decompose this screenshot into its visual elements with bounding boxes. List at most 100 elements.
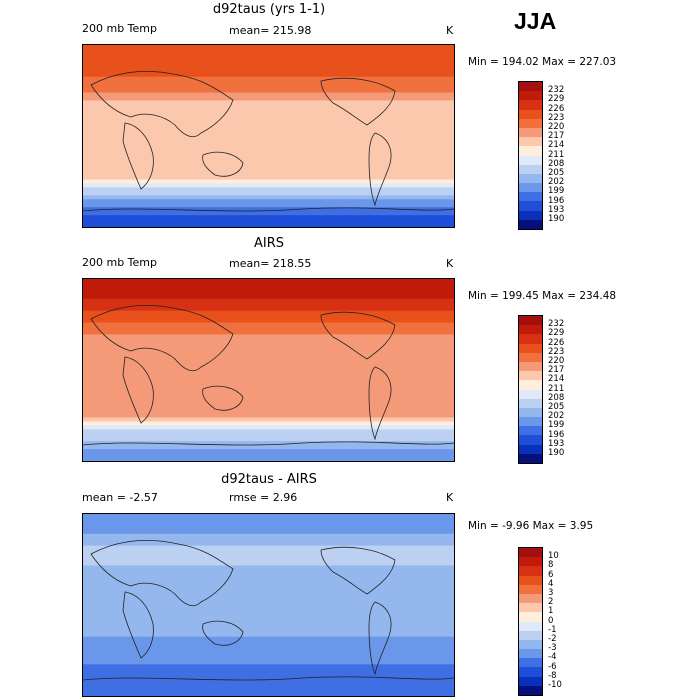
coastline-outline	[122, 591, 154, 659]
coastline-outline	[83, 441, 454, 446]
colorbar-swatch	[519, 316, 542, 326]
colorbar-swatch	[519, 352, 542, 362]
coastline-outline	[90, 70, 234, 138]
contour-band	[83, 322, 454, 328]
contour-band	[83, 155, 454, 161]
contour-band	[83, 282, 454, 288]
contour-band	[83, 330, 454, 335]
contour-band	[83, 457, 454, 461]
colorbar-tick-label: 214	[548, 374, 565, 385]
panel-1-center-label: mean= 215.98	[229, 24, 312, 37]
contour-band	[83, 577, 454, 582]
colorbar-swatch	[519, 593, 542, 604]
contour-band	[83, 525, 454, 531]
contour-band	[83, 338, 454, 343]
colorbar-tick-label: -6	[548, 661, 557, 672]
contour-band	[83, 413, 454, 419]
contour-band	[83, 60, 454, 66]
coastline-outline	[83, 207, 454, 212]
coastline-outline	[122, 122, 154, 190]
contour-band	[83, 616, 454, 622]
colorbar-swatch	[519, 557, 542, 567]
panel-1-minmax: Min = 194.02 Max = 227.03	[468, 56, 617, 68]
contour-band	[83, 672, 454, 677]
contour-band	[83, 680, 454, 685]
panel-2-colorbar	[518, 315, 543, 465]
coastline-outline	[320, 311, 396, 360]
panel-2-left-label: 200 mb Temp	[82, 256, 158, 269]
contour-band	[83, 605, 454, 610]
colorbar-tick-label: 217	[548, 365, 565, 376]
contour-band	[83, 100, 454, 105]
contour-band	[83, 199, 454, 204]
colorbar-tick-label: 205	[548, 402, 565, 412]
colorbar-swatch	[519, 173, 542, 184]
colorbar-tick-label: 193	[548, 438, 565, 449]
contour-band	[83, 393, 454, 399]
contour-band	[83, 441, 454, 446]
contour-band	[83, 664, 454, 669]
contour-band	[83, 660, 454, 665]
colorbar-swatch	[519, 343, 542, 353]
colorbar-tick-label: 1	[548, 606, 554, 617]
contour-band	[83, 429, 454, 434]
contour-band	[83, 401, 454, 407]
contour-band	[83, 514, 454, 519]
colorbar-tick-label: 202	[548, 177, 565, 188]
panel-3-minmax: Min = -9.96 Max = 3.95	[468, 520, 594, 532]
coastline-outline	[368, 132, 392, 207]
contour-band	[83, 537, 454, 543]
contour-band	[83, 80, 454, 86]
contour-band	[83, 373, 454, 379]
contour-band	[83, 421, 454, 426]
contour-band	[83, 449, 454, 454]
panel-2-units: K	[446, 257, 454, 270]
contour-band	[83, 561, 454, 567]
colorbar-tick-label: -8	[548, 670, 557, 681]
panel-1-map	[82, 44, 455, 228]
panel-1-units: K	[446, 24, 454, 37]
contour-band	[83, 52, 454, 58]
contour-band	[83, 139, 454, 145]
coastline-outline	[83, 676, 454, 681]
coastline-outline	[202, 620, 244, 646]
colorbar-swatch	[519, 201, 542, 211]
colorbar-swatch	[519, 453, 542, 463]
colorbar-tick-label: 220	[548, 356, 565, 366]
colorbar-swatch	[519, 82, 542, 92]
colorbar-swatch	[519, 219, 542, 229]
contour-band	[83, 684, 454, 689]
panel-2-center-label: mean= 218.55	[229, 257, 312, 270]
colorbar-swatch	[519, 603, 542, 613]
colorbar-tick-label: 2	[548, 597, 554, 608]
contour-band	[83, 191, 454, 196]
contour-band	[83, 597, 454, 602]
coastline-outline	[90, 304, 234, 372]
colorbar-tick-label: 232	[548, 85, 565, 96]
contour-band	[83, 668, 454, 673]
contour-band	[83, 96, 454, 101]
contour-band	[83, 314, 454, 320]
colorbar-swatch	[519, 155, 542, 165]
contour-band	[83, 342, 454, 347]
contour-band	[83, 92, 454, 98]
colorbar-swatch	[519, 398, 542, 408]
coastline-outline	[368, 601, 392, 676]
panel-3-units: K	[446, 491, 454, 504]
contour-band	[83, 628, 454, 634]
panel-3-left-label: mean = -2.57	[82, 491, 158, 504]
contour-band	[83, 405, 454, 411]
contour-band	[83, 318, 454, 324]
colorbar-swatch	[519, 407, 542, 418]
contour-band	[83, 143, 454, 149]
colorbar-tick-label: 223	[548, 112, 565, 123]
colorbar-tick-label: 199	[548, 420, 565, 431]
colorbar-swatch	[519, 649, 542, 659]
contour-band	[83, 211, 454, 216]
contour-band	[83, 557, 454, 563]
colorbar-swatch	[519, 426, 542, 436]
contour-band	[83, 76, 454, 82]
contour-band	[83, 294, 454, 300]
panel-3-map	[82, 513, 455, 697]
colorbar-swatch	[519, 192, 542, 202]
